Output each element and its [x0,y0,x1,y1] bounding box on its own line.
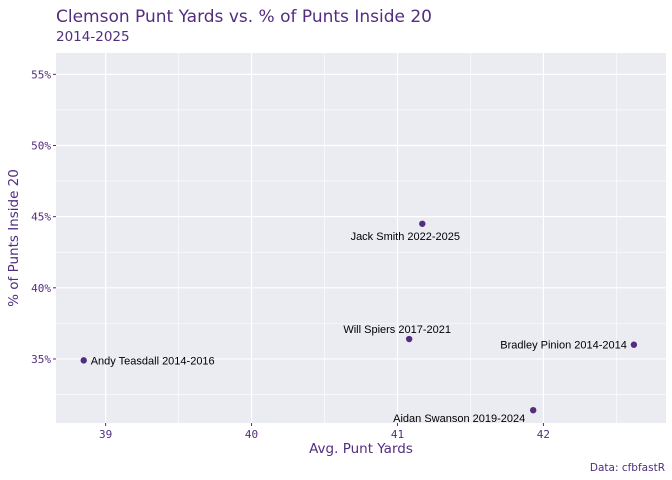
data-point [419,220,426,227]
chart-subtitle: 2014-2025 [56,29,130,45]
data-points [80,220,638,414]
x-axis-title: Avg. Punt Yards [309,441,413,457]
y-axis-title: % of Punts Inside 20 [6,169,22,307]
data-point [80,357,87,364]
grid-major [56,53,666,423]
point-label: Bradley Pinion 2014-2014 [500,340,627,352]
point-labels: Andy Teasdall 2014-2016 Will Spiers 2017-… [91,231,627,425]
x-tick-label: 42 [537,428,550,441]
data-point [630,341,638,348]
data-point [405,335,413,343]
chart-caption: Data: cfbfastR [590,462,665,474]
plot-panel [56,53,666,423]
y-tick-label: 40% [31,282,51,295]
point-label: Aidan Swanson 2019-2024 [393,413,525,425]
chart-title: Clemson Punt Yards vs. % of Punts Inside… [56,7,432,27]
y-tick-label: 35% [31,353,51,366]
point-label: Jack Smith 2022-2025 [351,231,460,243]
y-tick-label: 55% [31,68,51,81]
x-tick-label: 41 [391,428,404,441]
grid-minor [56,53,666,423]
point-label: Will Spiers 2017-2021 [343,324,451,336]
data-point [530,406,537,414]
y-tick-label: 50% [31,140,51,153]
y-tick-label: 45% [31,211,51,224]
x-axis: 39 40 41 42 [99,423,550,441]
y-axis: 35% 40% 45% 50% 55% [31,68,56,366]
x-tick-label: 40 [245,428,258,441]
x-tick-label: 39 [99,428,112,441]
point-label: Andy Teasdall 2014-2016 [91,355,215,367]
